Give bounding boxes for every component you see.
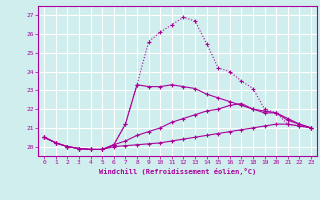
- X-axis label: Windchill (Refroidissement éolien,°C): Windchill (Refroidissement éolien,°C): [99, 168, 256, 175]
